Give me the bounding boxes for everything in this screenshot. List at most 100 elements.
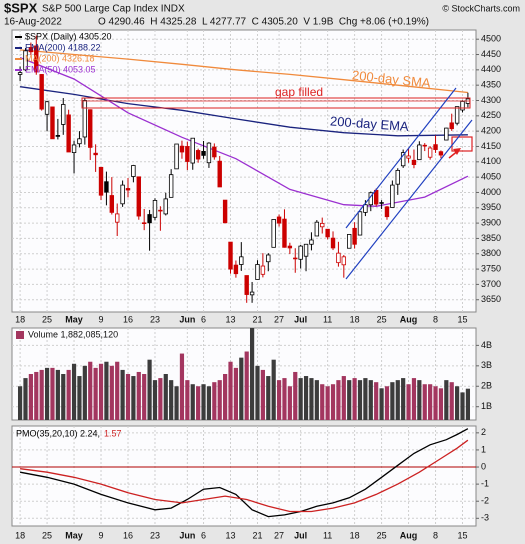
candle-body [82,100,88,138]
candle-body [400,152,406,167]
candle-body [309,239,314,245]
volume-bar [244,351,249,420]
candle-body [244,275,249,295]
volume-bar [39,369,44,420]
volume-bar [411,378,417,420]
y-tick-label: 2B [481,381,492,391]
x-tick-label: 18 [15,314,25,324]
x-tick-label: 15 [458,314,468,324]
volume-bar [196,386,201,420]
candle-body [255,264,260,280]
volume-bar [174,386,179,420]
x-tick-label: 27 [274,314,284,324]
x-tick-label: 6 [201,530,206,540]
quote: O 4290.46 H 4325.28 L 4277.77 C 4305.20 … [98,17,429,28]
candle-body [390,184,395,208]
x-tick-label: Aug [400,314,418,324]
candle-body [427,147,433,158]
volume-bar [309,378,314,420]
volume-bar [255,365,260,420]
candle-body [104,181,109,193]
volume-bar [142,374,147,420]
candle-body [125,188,131,191]
candle-body [158,209,163,212]
candle-body [293,257,298,260]
candle-body [444,127,449,141]
volume-bar [120,369,125,420]
panel-title: Volume 1,882,085,120 [28,329,118,339]
volume-bar [179,353,185,420]
plot-layer: 3650 3700 3750 3800 3850 3900 3950 4000 4050 4100… [11,29,501,540]
highlight-box [451,136,473,152]
y-tick-label: 4B [481,340,492,350]
x-tick-label: 13 [226,314,236,324]
candle-body [201,150,206,156]
y-tick-label: 0 [481,461,486,471]
candle-body [228,241,233,270]
candle-body [34,45,39,73]
volume-bar [223,374,228,420]
title-swatch [16,331,24,339]
volume-bar [125,374,131,420]
y-tick-label: 4300 [481,95,501,105]
volume-bar [82,365,87,420]
symbol: $SPX [4,0,38,15]
candle-body [44,101,50,115]
gap-box [81,97,471,109]
legend-entry: EMA(50) 4053.05 [25,64,96,74]
x-tick-label: 13 [226,530,236,540]
candle-body [71,144,77,154]
y-tick-label: 4000 [481,187,501,197]
volume-bar [88,361,93,420]
x-tick-label: 11 [323,314,332,324]
line [20,439,469,513]
volume-bar [201,384,206,420]
x-tick-label: 25 [42,314,52,324]
volume-bar [152,380,158,420]
legend-entry: 1.57 [104,428,122,438]
volume-bar [66,369,71,420]
candle-body [460,101,465,111]
volume-bar [260,369,265,420]
y-tick-label: 3850 [481,233,501,243]
volume-bar [384,386,390,420]
candle-body [163,198,168,215]
candle-body [298,245,303,260]
candle-body [212,146,217,158]
candle-body [454,106,460,124]
volume-bar [303,376,309,420]
x-tick-label: 9 [99,530,104,540]
volume-bar [185,380,190,420]
volume-bar [347,380,352,420]
channel-upper [345,87,457,229]
volume-bar [460,392,465,420]
x-tick-label: 23 [150,314,160,324]
candle-body [320,223,325,228]
candle-body [379,202,384,204]
volume-bar [314,380,319,420]
candle-body [341,256,347,266]
x-tick-label: 16 [123,314,133,324]
credit: © StockCharts.com [442,3,520,13]
volume-bar [293,371,298,420]
candle-body [185,146,190,162]
candle-body [190,137,195,164]
candle-body [249,291,255,296]
volume-bar [17,386,23,420]
plot [12,30,476,312]
candle-body [373,189,379,205]
legend-entry: MA(200) 4326.18 [25,53,95,63]
candle-body [109,195,115,213]
candle-body [136,176,141,217]
candle-body [120,184,125,205]
y-tick-label: 4050 [481,172,501,182]
x-tick-label: 21 [252,314,262,324]
candle-body [168,174,174,198]
volume-bar [23,378,28,420]
volume-bar [379,388,384,420]
legend-entry: EMA(200) 4188.22 [25,42,101,52]
volume-bar [325,386,330,420]
y-tick-label: 4500 [481,34,501,44]
volume-bar [136,371,141,420]
candle-body [449,122,454,130]
